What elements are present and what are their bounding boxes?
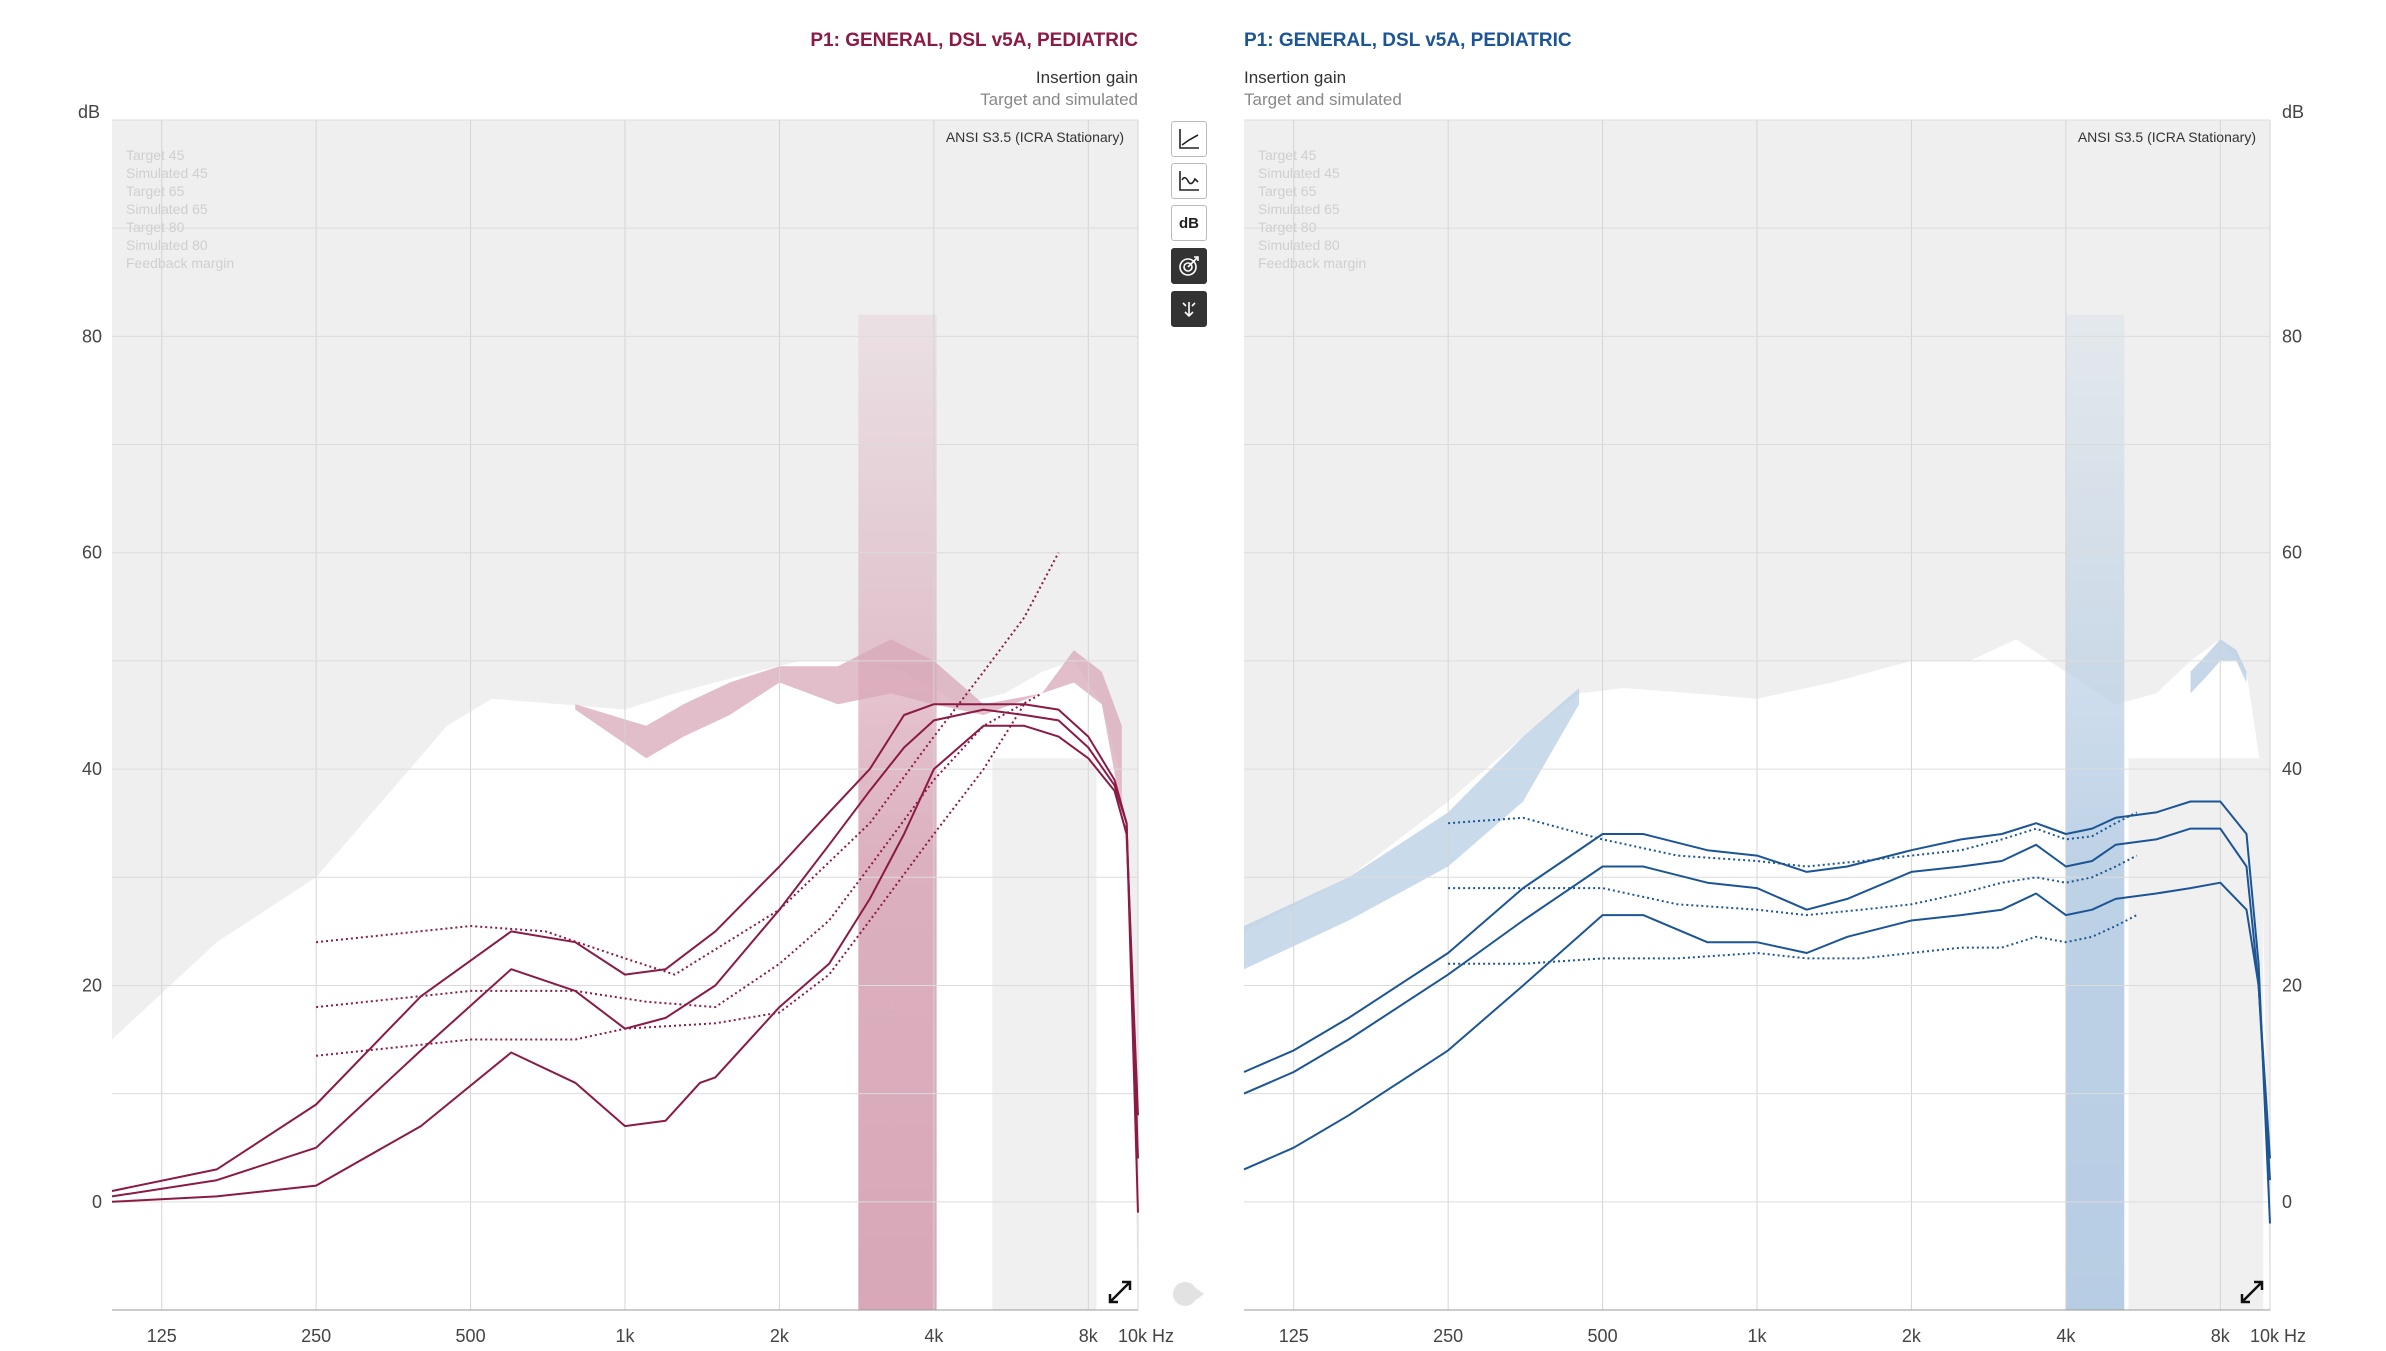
right-x-tick-label: 1k xyxy=(1747,1326,1767,1346)
left-y-tick-label: 60 xyxy=(82,543,102,563)
left-x-tick-label: 250 xyxy=(301,1326,331,1346)
right-y-tick-label: 40 xyxy=(2282,759,2302,779)
right-series-simulated-65 xyxy=(1243,827,2271,1159)
response-view-icon xyxy=(1179,171,1199,191)
left-x-tick-label: 500 xyxy=(456,1326,486,1346)
left-chart-subtitle2: Target and simulated xyxy=(980,90,1138,109)
left-legend-item: Target 45 xyxy=(126,147,185,163)
right-x-tick-label: 125 xyxy=(1279,1326,1309,1346)
right-highlight-band xyxy=(2065,314,2125,1310)
curve-view-button[interactable] xyxy=(1171,121,1207,157)
right-y-unit: dB xyxy=(2282,102,2305,122)
right-x-tick-label: 250 xyxy=(1433,1326,1463,1346)
right-chart-subtitle: Insertion gain xyxy=(1244,68,1347,87)
db-toggle-button[interactable]: dB xyxy=(1171,205,1207,241)
left-plot: Target 45 Simulated 45 Target 65 Simulated … xyxy=(82,119,1174,1346)
right-feedback-margin xyxy=(1244,688,1580,970)
left-series-simulated-80 xyxy=(111,724,1139,1203)
speech-bubble-icon xyxy=(1173,1282,1204,1306)
right-plot: Target 45 Simulated 45 Target 65 Simulated … xyxy=(1243,119,2306,1346)
right-expand-icon xyxy=(2240,1280,2264,1304)
left-standard-label: ANSI S3.5 (ICRA Stationary) xyxy=(946,129,1124,145)
right-y-tick-label: 20 xyxy=(2282,975,2302,995)
left-series-target-45 xyxy=(315,552,1060,976)
right-legend-item: Feedback margin xyxy=(1258,255,1366,271)
right-standard-label: ANSI S3.5 (ICRA Stationary) xyxy=(2078,129,2256,145)
right-y-tick-label: 0 xyxy=(2282,1192,2292,1212)
right-legend-item: Simulated 45 xyxy=(1258,165,1340,181)
left-y-tick-label: 0 xyxy=(92,1192,102,1212)
right-x-tick-label: 8k xyxy=(2211,1326,2231,1346)
right-x-tick-label: 10k Hz xyxy=(2250,1326,2306,1346)
left-x-tick-label: 8k xyxy=(1079,1326,1099,1346)
right-series-target-45 xyxy=(1448,811,2138,868)
left-y-tick-label: 80 xyxy=(82,326,102,346)
right-series-target-65 xyxy=(1448,854,2138,917)
right-legend-item: Target 80 xyxy=(1258,219,1317,235)
left-highlight-band xyxy=(858,314,937,1310)
left-expand-icon xyxy=(1108,1280,1132,1304)
response-view-button[interactable] xyxy=(1171,163,1207,199)
left-series-target-65 xyxy=(315,692,1043,1009)
right-x-tick-label: 4k xyxy=(2056,1326,2076,1346)
left-y-tick-label: 40 xyxy=(82,759,102,779)
right-legend-item: Target 65 xyxy=(1258,183,1317,199)
target-button[interactable] xyxy=(1171,248,1207,284)
right-chart-title: P1: GENERAL, DSL v5A, PEDIATRIC xyxy=(1244,30,1572,51)
right-legend-item: Simulated 80 xyxy=(1258,237,1340,253)
right-legend-item: Simulated 65 xyxy=(1258,201,1340,217)
left-legend-item: Simulated 80 xyxy=(126,237,208,253)
left-feedback-margin xyxy=(575,639,1122,813)
left-y-tick-label: 20 xyxy=(82,975,102,995)
right-series-simulated-80 xyxy=(1243,881,2271,1181)
right-chart-subtitle2: Target and simulated xyxy=(1244,90,1402,109)
left-legend-item: Target 65 xyxy=(126,183,185,199)
left-x-tick-label: 1k xyxy=(615,1326,635,1346)
left-legend-item: Simulated 45 xyxy=(126,165,208,181)
right-x-tick-label: 2k xyxy=(1902,1326,1922,1346)
left-legend-item: Target 80 xyxy=(126,219,185,235)
left-x-tick-label: 10k Hz xyxy=(1118,1326,1174,1346)
target-icon xyxy=(1179,256,1199,276)
right-x-tick-label: 500 xyxy=(1588,1326,1618,1346)
pointer-icon xyxy=(1182,302,1196,318)
left-x-tick-label: 125 xyxy=(147,1326,177,1346)
left-x-tick-label: 4k xyxy=(924,1326,944,1346)
right-feedback-margin-hf xyxy=(2190,639,2247,694)
right-hf-zone xyxy=(2128,758,2264,1310)
left-chart-title: P1: GENERAL, DSL v5A, PEDIATRIC xyxy=(810,30,1138,51)
left-series-target-80 xyxy=(315,703,1026,1057)
left-legend-item: Feedback margin xyxy=(126,255,234,271)
right-series-simulated-45 xyxy=(1243,800,2271,1224)
left-x-tick-label: 2k xyxy=(770,1326,790,1346)
curve-view-icon xyxy=(1179,129,1199,149)
left-series-simulated-45 xyxy=(111,703,1139,1213)
left-legend-item: Simulated 65 xyxy=(126,201,208,217)
left-y-unit: dB xyxy=(78,102,101,122)
left-series-simulated-65 xyxy=(111,708,1139,1198)
right-y-tick-label: 80 xyxy=(2282,326,2302,346)
right-y-tick-label: 60 xyxy=(2282,543,2302,563)
db-toggle-label: dB xyxy=(1179,214,1199,232)
pointer-button[interactable] xyxy=(1171,291,1207,327)
left-chart-subtitle: Insertion gain xyxy=(1035,68,1138,87)
left-hf-zone xyxy=(992,758,1097,1310)
right-legend-item: Target 45 xyxy=(1258,147,1317,163)
